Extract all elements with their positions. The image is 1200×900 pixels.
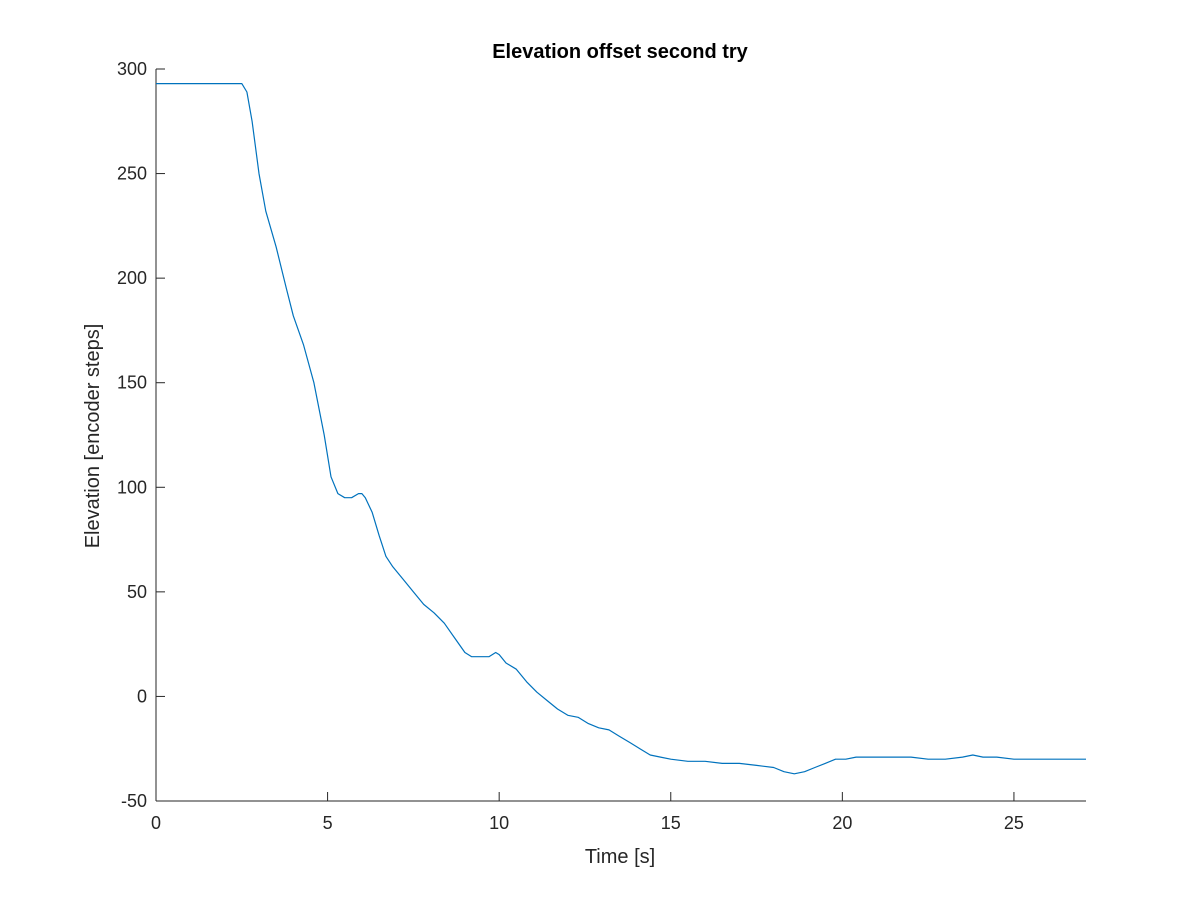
x-axis-label: Time [s] (585, 846, 655, 868)
x-tick-label: 15 (661, 813, 681, 833)
x-tick-label: 20 (832, 813, 852, 833)
x-tick-label: 5 (323, 813, 333, 833)
y-tick-label: 250 (117, 164, 147, 184)
y-tick-label: 50 (127, 582, 147, 602)
x-tick-label: 25 (1004, 813, 1024, 833)
y-tick-label: 150 (117, 373, 147, 393)
y-axis-label: Elevation [encoder steps] (82, 324, 104, 549)
y-tick-label: 200 (117, 268, 147, 288)
x-tick-label: 0 (151, 813, 161, 833)
x-tick-label: 10 (489, 813, 509, 833)
chart-title: Elevation offset second try (492, 41, 748, 63)
y-tick-label: 0 (137, 686, 147, 706)
series-line (156, 82, 1086, 775)
y-tick-label: -50 (121, 791, 147, 811)
y-tick-label: 300 (117, 59, 147, 79)
y-tick-label: 100 (117, 477, 147, 497)
